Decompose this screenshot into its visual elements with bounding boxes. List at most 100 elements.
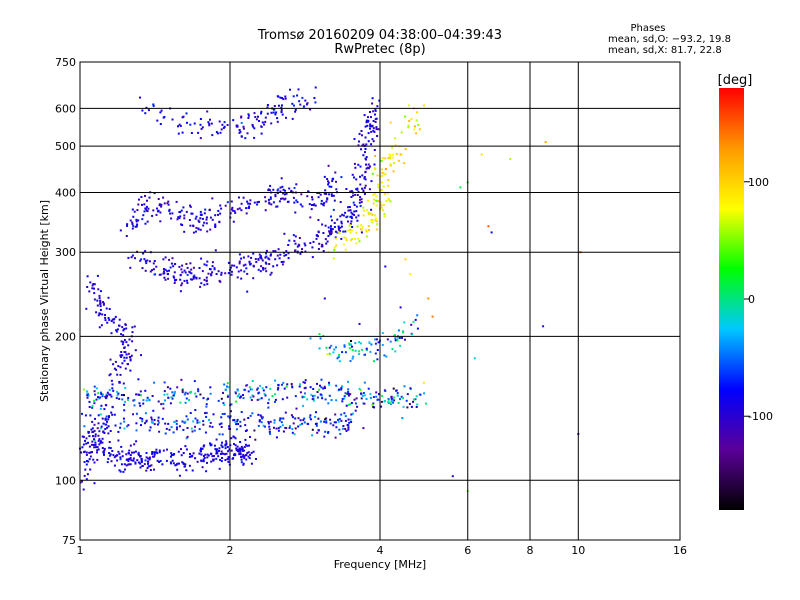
- data-point: [391, 348, 394, 351]
- data-point: [79, 481, 82, 484]
- data-point: [91, 431, 94, 434]
- y-tick-label: 100: [55, 474, 76, 487]
- data-point: [120, 351, 123, 353]
- data-point: [320, 394, 323, 397]
- data-point: [166, 386, 169, 389]
- data-point: [96, 458, 99, 461]
- data-point: [395, 389, 398, 392]
- data-point: [185, 397, 188, 400]
- data-point: [356, 188, 359, 191]
- data-point: [240, 269, 243, 272]
- data-point: [330, 194, 333, 197]
- data-point: [168, 258, 171, 261]
- data-point: [356, 187, 359, 190]
- data-point: [306, 422, 309, 425]
- data-point: [344, 419, 347, 422]
- data-point: [363, 381, 366, 384]
- data-point: [399, 153, 402, 156]
- data-point: [371, 221, 374, 224]
- data-point: [194, 417, 197, 420]
- data-point: [127, 460, 130, 462]
- data-point: [371, 172, 374, 175]
- data-point: [337, 420, 340, 423]
- data-point: [352, 355, 355, 358]
- data-point: [282, 192, 285, 195]
- data-point: [175, 463, 178, 466]
- data-point: [278, 104, 280, 107]
- data-point: [353, 162, 356, 165]
- data-point: [183, 465, 186, 468]
- data-point: [281, 197, 284, 200]
- data-point: [209, 386, 212, 389]
- data-point: [209, 118, 211, 121]
- data-point: [327, 431, 330, 433]
- data-point: [383, 173, 386, 176]
- x-tick-label: 1: [77, 544, 84, 557]
- data-point: [314, 422, 317, 425]
- data-point: [350, 229, 353, 232]
- data-point: [279, 425, 282, 428]
- data-point: [198, 220, 201, 223]
- data-point: [338, 388, 341, 391]
- data-point: [152, 209, 155, 212]
- data-point: [80, 451, 83, 454]
- data-point: [184, 391, 187, 394]
- data-point: [87, 431, 90, 433]
- data-point: [316, 431, 319, 434]
- data-point: [105, 393, 108, 396]
- data-point: [396, 392, 399, 394]
- data-point: [205, 216, 208, 219]
- data-point: [235, 449, 238, 452]
- data-point: [97, 439, 100, 442]
- data-point: [145, 399, 148, 402]
- data-point: [81, 446, 84, 449]
- data-point: [372, 405, 375, 408]
- data-point: [139, 259, 142, 262]
- data-point: [129, 457, 132, 459]
- data-point: [156, 119, 159, 122]
- data-point: [355, 210, 358, 213]
- data-point: [422, 381, 425, 384]
- data-point: [129, 444, 132, 447]
- data-point: [233, 443, 235, 445]
- data-point: [89, 281, 92, 284]
- data-point: [148, 260, 151, 263]
- data-point: [415, 406, 418, 408]
- grid-lines: [80, 62, 680, 540]
- data-point: [145, 452, 148, 454]
- data-point: [331, 228, 334, 231]
- data-point: [231, 209, 234, 212]
- data-point: [119, 229, 122, 232]
- data-point: [325, 200, 328, 203]
- data-point: [123, 339, 126, 341]
- data-point: [318, 388, 321, 391]
- data-point: [141, 203, 143, 206]
- data-point: [414, 318, 417, 321]
- data-point: [237, 448, 240, 451]
- data-point: [220, 426, 223, 428]
- data-point: [140, 457, 143, 460]
- data-point: [110, 320, 113, 323]
- data-point: [257, 413, 260, 416]
- data-point: [100, 425, 103, 428]
- data-point: [206, 453, 209, 456]
- data-point: [389, 154, 392, 157]
- data-point: [141, 267, 144, 270]
- data-point: [143, 203, 146, 206]
- data-point: [269, 273, 272, 276]
- data-point: [363, 177, 366, 180]
- data-point: [88, 400, 91, 403]
- data-point: [160, 205, 163, 208]
- data-point: [123, 328, 126, 330]
- data-point: [394, 339, 397, 342]
- data-point: [125, 356, 128, 359]
- data-point: [125, 464, 128, 467]
- data-point: [384, 265, 387, 268]
- data-point: [176, 468, 179, 471]
- data-point: [156, 459, 159, 462]
- data-point: [265, 252, 267, 255]
- data-point: [256, 398, 259, 401]
- data-point: [132, 459, 135, 462]
- data-point: [207, 121, 210, 124]
- data-point: [211, 261, 214, 264]
